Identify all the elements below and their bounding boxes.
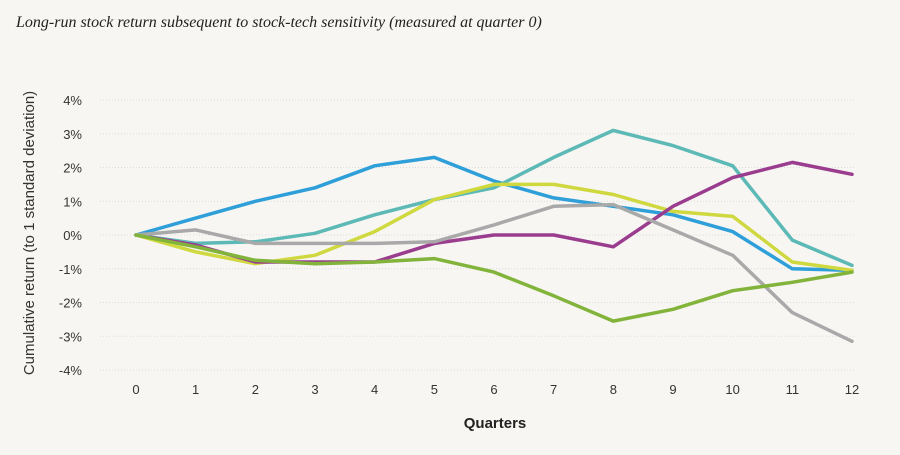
y-tick-label: -1% [59, 262, 83, 277]
x-tick-label: 12 [845, 382, 859, 397]
x-tick-label: 7 [550, 382, 557, 397]
x-tick-label: 1 [192, 382, 199, 397]
y-tick-label: -3% [59, 329, 83, 344]
y-tick-label: 1% [63, 194, 82, 209]
y-tick-label: 4% [63, 93, 82, 108]
y-tick-label: -2% [59, 296, 83, 311]
y-axis-title: Cumulative return (to 1 standard deviati… [21, 91, 38, 375]
x-tick-label: 9 [669, 382, 676, 397]
series-line-gray [134, 202, 854, 344]
x-tick-label: 4 [371, 382, 378, 397]
y-tick-label: 3% [63, 127, 82, 142]
x-axis-title: Quarters [464, 415, 527, 432]
x-tick-label: 5 [431, 382, 438, 397]
y-axis-ticks: 4% 3% 2% 1% 0% -1% -2% -3% -4% [59, 93, 83, 378]
x-axis-ticks: 0 1 2 3 4 5 6 7 8 9 10 11 12 [132, 382, 859, 397]
series-line-green [134, 233, 854, 323]
y-tick-label: 2% [63, 161, 82, 176]
series-line-teal [134, 128, 854, 268]
x-tick-label: 0 [132, 382, 139, 397]
x-tick-label: 10 [725, 382, 739, 397]
x-tick-label: 11 [786, 382, 800, 397]
y-tick-label: -4% [59, 363, 83, 378]
series-line-purple [134, 160, 854, 264]
series-group [134, 128, 854, 344]
x-tick-label: 6 [490, 382, 497, 397]
chart-title: Long-run stock return subsequent to stoc… [16, 14, 542, 31]
grid [100, 99, 856, 371]
x-tick-label: 8 [610, 382, 617, 397]
x-tick-label: 2 [252, 382, 259, 397]
x-tick-label: 3 [311, 382, 318, 397]
series-line-blue [134, 155, 854, 273]
y-tick-label: 0% [63, 228, 82, 243]
